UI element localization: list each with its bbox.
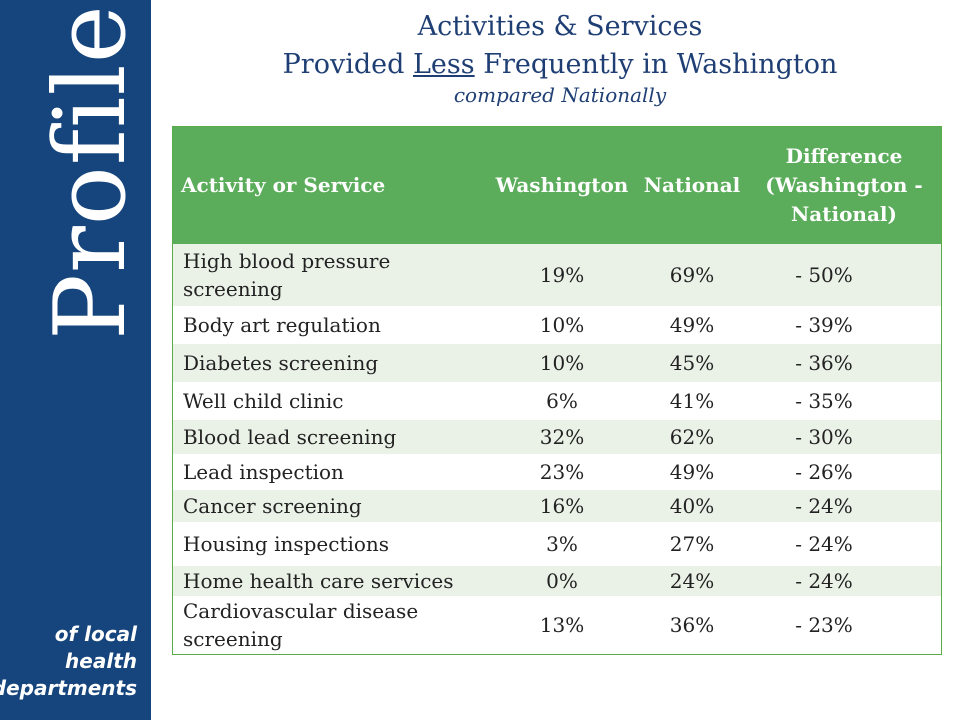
cell-national: 62% [669, 425, 715, 449]
cell-national: 45% [669, 351, 715, 375]
cell-washington: 23% [539, 460, 585, 484]
header-row: Activity or Service Washington National … [172, 126, 942, 244]
cell-washington: 3% [546, 532, 578, 556]
table-row: Well child clinic 6% 41% - 35% [172, 382, 942, 420]
table-row: Housing inspections 3% 27% - 24% [172, 522, 942, 566]
cell-difference: - 26% [795, 460, 853, 484]
cell-activity: Home health care services [183, 569, 454, 593]
sidebar-subtitle-line: health [65, 649, 137, 673]
cell-washington: 10% [539, 313, 585, 337]
cell-difference: - 23% [795, 612, 853, 637]
cell-national: 69% [669, 263, 715, 287]
cell-national: 49% [669, 313, 715, 337]
title-line-2: Provided Less Frequently in Washington [160, 46, 960, 84]
cell-activity: Cardiovascular disease screening [183, 598, 419, 651]
cell-difference: - 50% [795, 263, 853, 287]
cell-national: 41% [669, 389, 715, 413]
cell-activity: High blood pressure screening [183, 249, 391, 301]
cell-activity: Body art regulation [183, 313, 381, 337]
header-difference: Difference (Washington - National) [765, 144, 923, 226]
comparison-table: Activity or Service Washington National … [172, 126, 942, 655]
sidebar-subtitle-line: departments [0, 676, 137, 700]
header-national: National [643, 173, 741, 197]
cell-difference: - 39% [795, 313, 853, 337]
cell-washington: 16% [539, 494, 585, 518]
cell-national: 24% [669, 569, 715, 593]
table-row: Cardiovascular disease screening 13% 36% - … [172, 596, 942, 654]
cell-activity: Blood lead screening [183, 425, 397, 449]
cell-difference: - 30% [795, 425, 853, 449]
title-line-2-before: Provided [282, 49, 413, 80]
cell-difference: - 35% [795, 389, 853, 413]
cell-washington: 32% [539, 425, 585, 449]
cell-national: 49% [669, 460, 715, 484]
cell-difference: - 24% [795, 494, 853, 518]
slide-title: Activities & Services Provided Less Freq… [160, 8, 960, 108]
profile-word-container: Profile [34, 4, 148, 340]
cell-activity: Well child clinic [183, 389, 344, 413]
cell-activity: Lead inspection [183, 460, 344, 484]
title-subtitle: compared Nationally [453, 83, 667, 107]
sidebar-subtitle: of local health departments [0, 621, 137, 702]
sidebar-banner: Profile of local health departments [0, 0, 151, 720]
profile-word: Profile [34, 4, 148, 340]
cell-national: 27% [669, 532, 715, 556]
cell-activity: Housing inspections [183, 532, 390, 556]
table-row: Lead inspection 23% 49% - 26% [172, 454, 942, 490]
header-washington: Washington [495, 173, 629, 197]
header-activity: Activity or Service [181, 173, 386, 197]
table-row: High blood pressure screening 19% 69% - 50% [172, 244, 942, 306]
title-line-2-after: Frequently in Washington [474, 49, 838, 80]
cell-national: 40% [669, 494, 715, 518]
table-row: Blood lead screening 32% 62% - 30% [172, 420, 942, 454]
cell-difference: - 24% [795, 532, 853, 556]
cell-national: 36% [669, 612, 715, 637]
sidebar-subtitle-line: of local [54, 622, 137, 646]
table-row: Body art regulation 10% 49% - 39% [172, 306, 942, 344]
title-line-1: Activities & Services [417, 11, 703, 42]
cell-washington: 13% [539, 612, 585, 637]
cell-activity: Cancer screening [183, 494, 362, 518]
cell-washington: 0% [546, 569, 578, 593]
table-header: Activity or Service Washington National … [172, 126, 942, 244]
cell-difference: - 36% [795, 351, 853, 375]
table-row: Cancer screening 16% 40% - 24% [172, 490, 942, 522]
table-row: Home health care services 0% 24% - 24% [172, 566, 942, 596]
table-body: High blood pressure screening 19% 69% - 50%… [172, 244, 942, 654]
title-emphasis: Less [413, 49, 475, 80]
cell-activity: Diabetes screening [183, 351, 379, 375]
cell-washington: 10% [539, 351, 585, 375]
cell-washington: 6% [546, 389, 578, 413]
cell-difference: - 24% [795, 569, 853, 593]
cell-washington: 19% [539, 263, 585, 287]
table-row: Diabetes screening 10% 45% - 36% [172, 344, 942, 382]
